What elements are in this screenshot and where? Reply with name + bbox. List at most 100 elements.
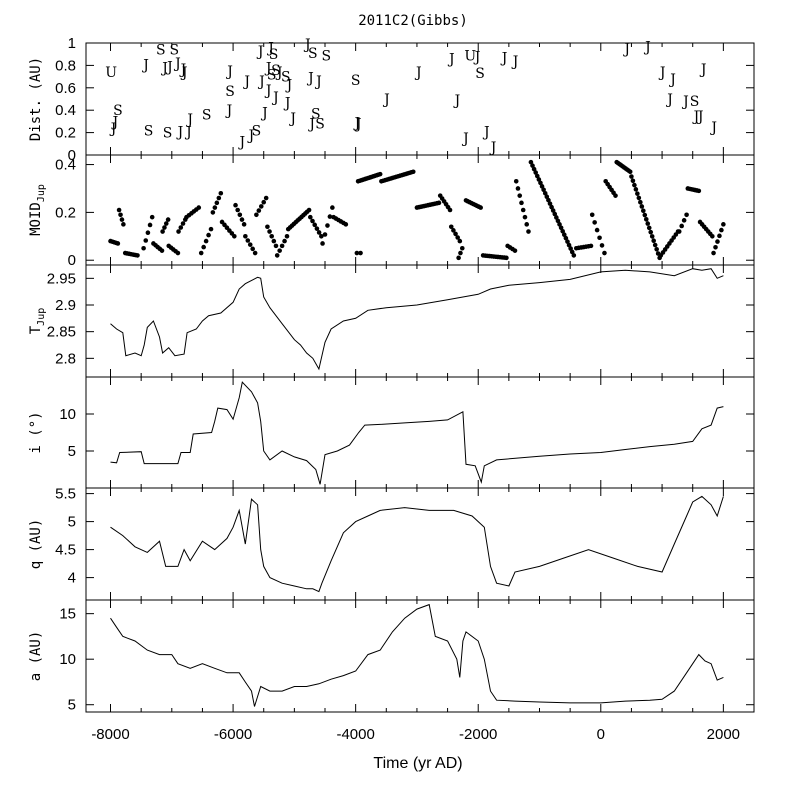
encounter-marker: J (266, 40, 274, 56)
x-tick-label: -8000 (91, 726, 129, 743)
moid-point (561, 232, 567, 238)
moid-point (547, 201, 553, 206)
encounter-marker: J (303, 37, 311, 53)
encounter-marker: J (709, 120, 717, 136)
encounter-marker: J (382, 92, 390, 108)
moid-point (721, 222, 726, 227)
moid-point (569, 249, 575, 255)
moid-point (325, 223, 330, 228)
moid-point (233, 202, 238, 208)
encounter-marker: J (447, 52, 455, 68)
moid-point (147, 222, 153, 228)
moid-point (684, 212, 689, 218)
encounter-marker: S (475, 66, 485, 82)
panel-frame (85, 599, 755, 713)
encounter-marker: S (202, 108, 212, 124)
panel-frame (85, 154, 755, 266)
encounter-marker: U (464, 48, 476, 64)
moid-point (597, 235, 602, 241)
moid-point (478, 205, 483, 210)
y-tick-label: 0 (68, 252, 76, 269)
moid-point (206, 232, 211, 238)
encounter-marker: J (306, 71, 314, 87)
encounter-marker: S (690, 94, 700, 110)
moid-point (354, 250, 360, 256)
moid-point (589, 212, 595, 218)
series-line-tjup (110, 268, 724, 371)
moid-point (198, 250, 204, 256)
encounter-marker: J (179, 62, 187, 78)
moid-point (630, 178, 636, 184)
moid-point (522, 214, 528, 220)
encounter-marker: S (252, 123, 262, 139)
encounter-marker: J (184, 124, 192, 140)
moid-point (651, 238, 656, 244)
y-tick-label: 0.6 (55, 80, 76, 97)
panel-inclination: 5 10 i (°) (28, 376, 755, 489)
y-tick-label: 2.9 (55, 297, 76, 314)
chart-title: 2011C2(Gibbs) (358, 13, 468, 29)
moid-point (279, 243, 285, 249)
x-tick-label: -6000 (214, 726, 252, 743)
y-axis-label: a (AU) (28, 631, 44, 682)
moid-point (515, 186, 521, 191)
encounter-marker: J (307, 117, 315, 133)
encounter-marker: J (275, 65, 283, 81)
moid-point (245, 238, 251, 243)
encounter-marker: S (225, 84, 235, 100)
encounter-marker: S (269, 47, 279, 63)
moid-point (269, 234, 274, 239)
encounter-marker: J (271, 90, 279, 106)
y-axis-label-text: q (AU) (28, 519, 44, 570)
moid-point (546, 197, 551, 203)
moid-point (613, 193, 618, 198)
moid-point (566, 242, 572, 248)
y-axis-label-text: a (AU) (28, 631, 44, 682)
moid-point (539, 184, 545, 189)
moid-point (555, 218, 561, 224)
moid-point (719, 227, 724, 233)
moid-point (252, 250, 258, 256)
moid-point (568, 246, 573, 251)
encounter-marker: J (622, 42, 630, 58)
moid-point (531, 166, 537, 172)
encounter-marker: J (173, 56, 181, 72)
moid-point (319, 234, 324, 239)
moid-point (459, 245, 465, 251)
moid-point (633, 187, 639, 192)
moid-point (602, 250, 607, 256)
encounter-marker: J (225, 64, 233, 80)
moid-point (654, 246, 659, 252)
moid-point (524, 222, 530, 227)
series-line-inclination (110, 381, 724, 485)
moid-point (261, 199, 267, 205)
moid-point (639, 204, 645, 209)
encounter-marker: J (353, 116, 361, 132)
moid-point (216, 195, 222, 201)
encounter-marker: J (247, 128, 255, 144)
moid-point (178, 225, 184, 230)
moid-point (679, 223, 684, 229)
moid-point (629, 174, 634, 179)
encounter-marker: J (414, 65, 422, 81)
x-tick-label: 2000 (707, 726, 740, 743)
encounter-marker: J (699, 62, 707, 78)
encounter-marker: J (176, 124, 184, 140)
moid-point (563, 235, 569, 241)
encounter-marker: S (169, 43, 179, 59)
moid-point (558, 225, 564, 231)
encounter-marker: J (260, 105, 268, 121)
y-axis-label-subscript: Jup (36, 184, 47, 202)
moid-point (163, 221, 169, 226)
moid-point (176, 229, 181, 234)
y-tick-label: 5 (68, 514, 76, 531)
moid-point (410, 169, 416, 175)
encounter-marker: S (271, 63, 281, 79)
y-tick-label: 1 (68, 35, 76, 52)
moid-point (453, 231, 458, 237)
moid-point (676, 229, 682, 234)
panel-moid: 0 0.2 0.4 MOIDJup (28, 154, 755, 269)
panel-frame (85, 264, 755, 378)
moid-point (343, 222, 349, 227)
moid-point (560, 228, 566, 234)
